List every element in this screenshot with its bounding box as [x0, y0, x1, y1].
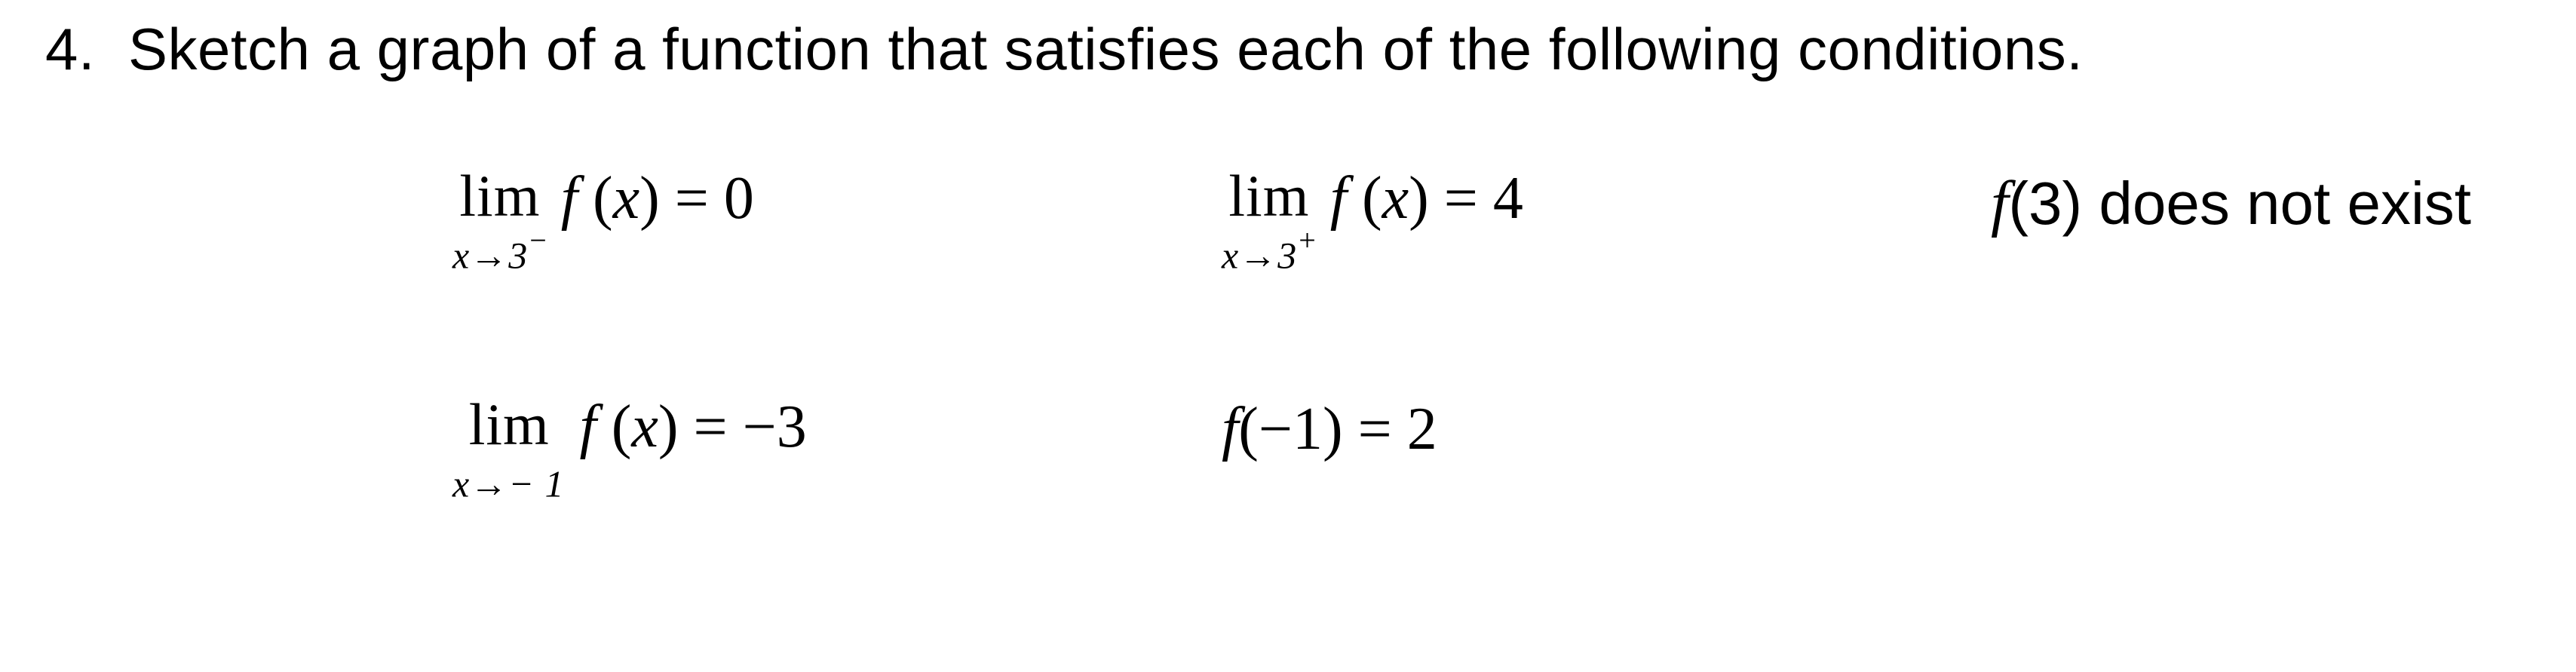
condition-text: f(−1) = 2: [1222, 396, 1437, 462]
condition-f-neg1: f(−1) = 2: [1222, 395, 1991, 464]
question-number: 4.: [45, 15, 128, 84]
limit-operator: lim x→3−: [452, 167, 547, 275]
limit-body: f (x) = −3: [579, 395, 806, 457]
limit-operator: lim x→3+: [1222, 167, 1317, 275]
conditions-row-2: lim x→− 1 f (x) = −3 f(−1) = 2: [452, 395, 2564, 503]
limit-expression: lim x→3− f (x) = 0: [452, 167, 754, 275]
limit-operator: lim x→− 1: [452, 395, 566, 503]
lim-subscript: x→3−: [452, 230, 547, 275]
conditions-row-1: lim x→3− f (x) = 0 lim x→: [452, 167, 2564, 275]
condition-lim-3-plus: lim x→3+ f (x) = 4: [1222, 167, 1991, 275]
question-text: Sketch a graph of a function that satisf…: [128, 16, 2083, 82]
question-instruction: 4.Sketch a graph of a function that sati…: [45, 15, 2576, 84]
lim-word: lim: [469, 395, 550, 454]
lim-subscript: x→3+: [1222, 230, 1317, 275]
lim-subscript: x→− 1: [452, 459, 566, 503]
lim-word: lim: [1228, 167, 1309, 226]
limit-expression: lim x→− 1 f (x) = −3: [452, 395, 807, 503]
page-root: 4.Sketch a graph of a function that sati…: [0, 0, 2576, 672]
condition-lim-3-minus: lim x→3− f (x) = 0: [452, 167, 1222, 275]
lim-word: lim: [459, 167, 540, 226]
condition-lim-neg1: lim x→− 1 f (x) = −3: [452, 395, 1222, 503]
limit-expression: lim x→3+ f (x) = 4: [1222, 167, 1523, 275]
condition-f3-dne: f(3) does not exist: [1991, 167, 2564, 240]
limit-body: f (x) = 4: [1330, 167, 1523, 229]
conditions-block: lim x→3− f (x) = 0 lim x→: [452, 167, 2564, 502]
condition-text: f(3) does not exist: [1991, 170, 2471, 237]
limit-body: f (x) = 0: [561, 167, 754, 229]
